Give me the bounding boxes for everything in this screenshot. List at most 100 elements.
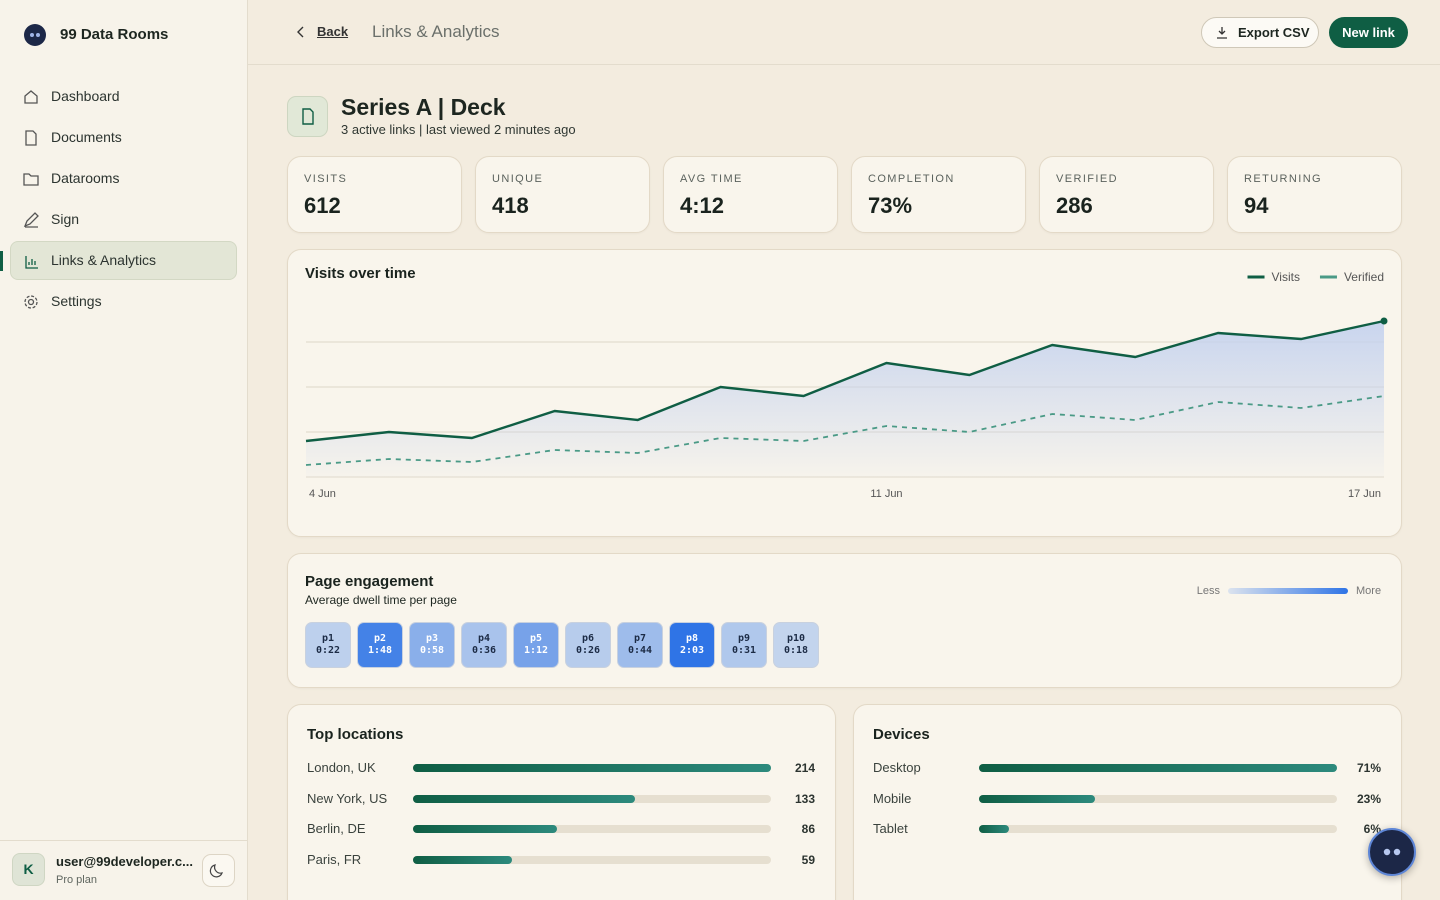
icon bbox=[24, 295, 38, 309]
button-label: Export CSV bbox=[1238, 25, 1310, 40]
card-title: Page engagement bbox=[305, 573, 434, 590]
bar-value: 214 bbox=[794, 761, 815, 775]
bar bbox=[979, 764, 1337, 772]
user-plan: Pro plan bbox=[56, 874, 97, 886]
dwell-label: 2:03 bbox=[679, 645, 705, 656]
bar-track bbox=[979, 764, 1337, 772]
new-link-button[interactable]: New link bbox=[1329, 17, 1408, 48]
row-label: New York, US bbox=[307, 790, 388, 806]
area bbox=[306, 321, 1384, 477]
dwell-label: 0:18 bbox=[783, 645, 809, 656]
back-icon bbox=[297, 26, 304, 38]
row-label: Paris, FR bbox=[307, 851, 362, 867]
legend-gradient bbox=[1228, 588, 1348, 594]
nav-label: Links & Analytics bbox=[51, 252, 157, 268]
dwell-label: 0:44 bbox=[627, 645, 653, 656]
page-title: Links & Analytics bbox=[372, 22, 500, 41]
row-label: Desktop bbox=[873, 760, 921, 775]
heat-tile: p7 0:44 bbox=[617, 622, 663, 668]
bar-track bbox=[413, 855, 771, 864]
nav-item[interactable]: Sign bbox=[10, 200, 237, 239]
legend-more: More bbox=[1356, 585, 1382, 597]
dwell-label: 1:12 bbox=[523, 645, 549, 656]
x-tick-label: 11 Jun bbox=[870, 488, 902, 500]
stat-value: 94 bbox=[1244, 193, 1269, 218]
icon bbox=[24, 90, 38, 104]
line bbox=[305, 395, 1385, 466]
card-subtitle: Average dwell time per page bbox=[305, 593, 457, 607]
doc-icon bbox=[287, 96, 328, 137]
brand-logo bbox=[24, 24, 46, 46]
dwell-label: 0:36 bbox=[471, 645, 497, 656]
doc-subtitle: 3 active links | last viewed 2 minutes a… bbox=[341, 122, 576, 137]
page-label: p1 bbox=[321, 633, 335, 644]
back-link[interactable]: Back bbox=[317, 24, 349, 39]
legend-label: Verified bbox=[1344, 270, 1384, 284]
icon bbox=[209, 864, 223, 878]
x-tick-label: 4 Jun bbox=[309, 488, 336, 500]
chat-button[interactable] bbox=[1368, 828, 1416, 876]
page-label: p2 bbox=[373, 633, 387, 644]
heat-tile: p1 0:22 bbox=[305, 622, 351, 668]
bar-track bbox=[979, 794, 1337, 803]
bar-value: 86 bbox=[801, 822, 815, 836]
page-label: p6 bbox=[581, 633, 595, 644]
x-tick-label: 17 Jun bbox=[1348, 488, 1381, 500]
avatar: K bbox=[12, 853, 45, 886]
bar-track bbox=[979, 825, 1337, 833]
icon bbox=[302, 108, 314, 125]
export-button[interactable]: Export CSV bbox=[1201, 17, 1319, 48]
bar bbox=[979, 825, 1010, 833]
stat-label: VISITS bbox=[304, 173, 348, 185]
chart: Visits over time 4 Jun 11 Jun 17 Jun Verifi… bbox=[305, 265, 1388, 500]
heat-tile: p4 0:36 bbox=[461, 622, 507, 668]
page-label: p7 bbox=[633, 633, 647, 644]
page-label: p3 bbox=[425, 633, 439, 644]
icon bbox=[25, 256, 38, 269]
stat-value: 4:12 bbox=[680, 193, 725, 218]
heat-tile: p5 1:12 bbox=[513, 622, 559, 668]
heat-tile: p6 0:26 bbox=[565, 622, 611, 668]
card-title: Top locations bbox=[307, 726, 404, 743]
engagement-card: Page engagement Average dwell time per p… bbox=[287, 553, 1402, 688]
stat-value: 73% bbox=[868, 193, 913, 218]
bar bbox=[413, 764, 771, 772]
nav-item[interactable]: Settings bbox=[10, 282, 237, 321]
icon bbox=[25, 130, 37, 146]
stat-value: 612 bbox=[304, 193, 341, 218]
icon bbox=[1383, 848, 1401, 856]
dwell-label: 1:48 bbox=[367, 645, 393, 656]
nav-item[interactable]: Documents bbox=[10, 118, 237, 157]
brand-name: 99 Data Rooms bbox=[60, 26, 169, 43]
page-label: p9 bbox=[737, 633, 751, 644]
nav-label: Datarooms bbox=[51, 170, 120, 186]
chart-card: Visits over time 4 Jun 11 Jun 17 Jun Verifi… bbox=[287, 249, 1402, 537]
icon bbox=[1217, 27, 1227, 39]
end-point bbox=[1380, 317, 1388, 325]
stat-label: COMPLETION bbox=[868, 173, 955, 185]
stat-card: COMPLETION 73% bbox=[851, 156, 1026, 233]
row-label: Tablet bbox=[873, 821, 908, 836]
dwell-label: 0:26 bbox=[575, 645, 601, 656]
stat-value: 418 bbox=[492, 193, 529, 218]
doc-title: Series A | Deck bbox=[341, 94, 506, 120]
row-label: London, UK bbox=[307, 760, 376, 775]
theme-toggle[interactable] bbox=[202, 854, 235, 887]
nav-label: Sign bbox=[51, 211, 80, 227]
bar-track bbox=[413, 794, 771, 803]
bar bbox=[979, 794, 1095, 803]
page-label: p4 bbox=[477, 633, 491, 644]
stat-label: RETURNING bbox=[1244, 173, 1322, 185]
stat-value: 286 bbox=[1056, 193, 1093, 218]
nav-item[interactable]: Links & Analytics bbox=[10, 241, 237, 280]
nav-item[interactable]: Datarooms bbox=[10, 159, 237, 198]
nav-item[interactable]: Dashboard bbox=[10, 77, 237, 116]
dwell-label: 0:31 bbox=[731, 645, 757, 656]
legend-label: Visits bbox=[1272, 270, 1300, 284]
dwell-label: 0:58 bbox=[419, 645, 445, 656]
stat-card: VERIFIED 286 bbox=[1039, 156, 1214, 233]
topbar: Back Links & Analytics Export CSV New li… bbox=[248, 0, 1440, 65]
heat-tile: p10 0:18 bbox=[773, 622, 819, 668]
